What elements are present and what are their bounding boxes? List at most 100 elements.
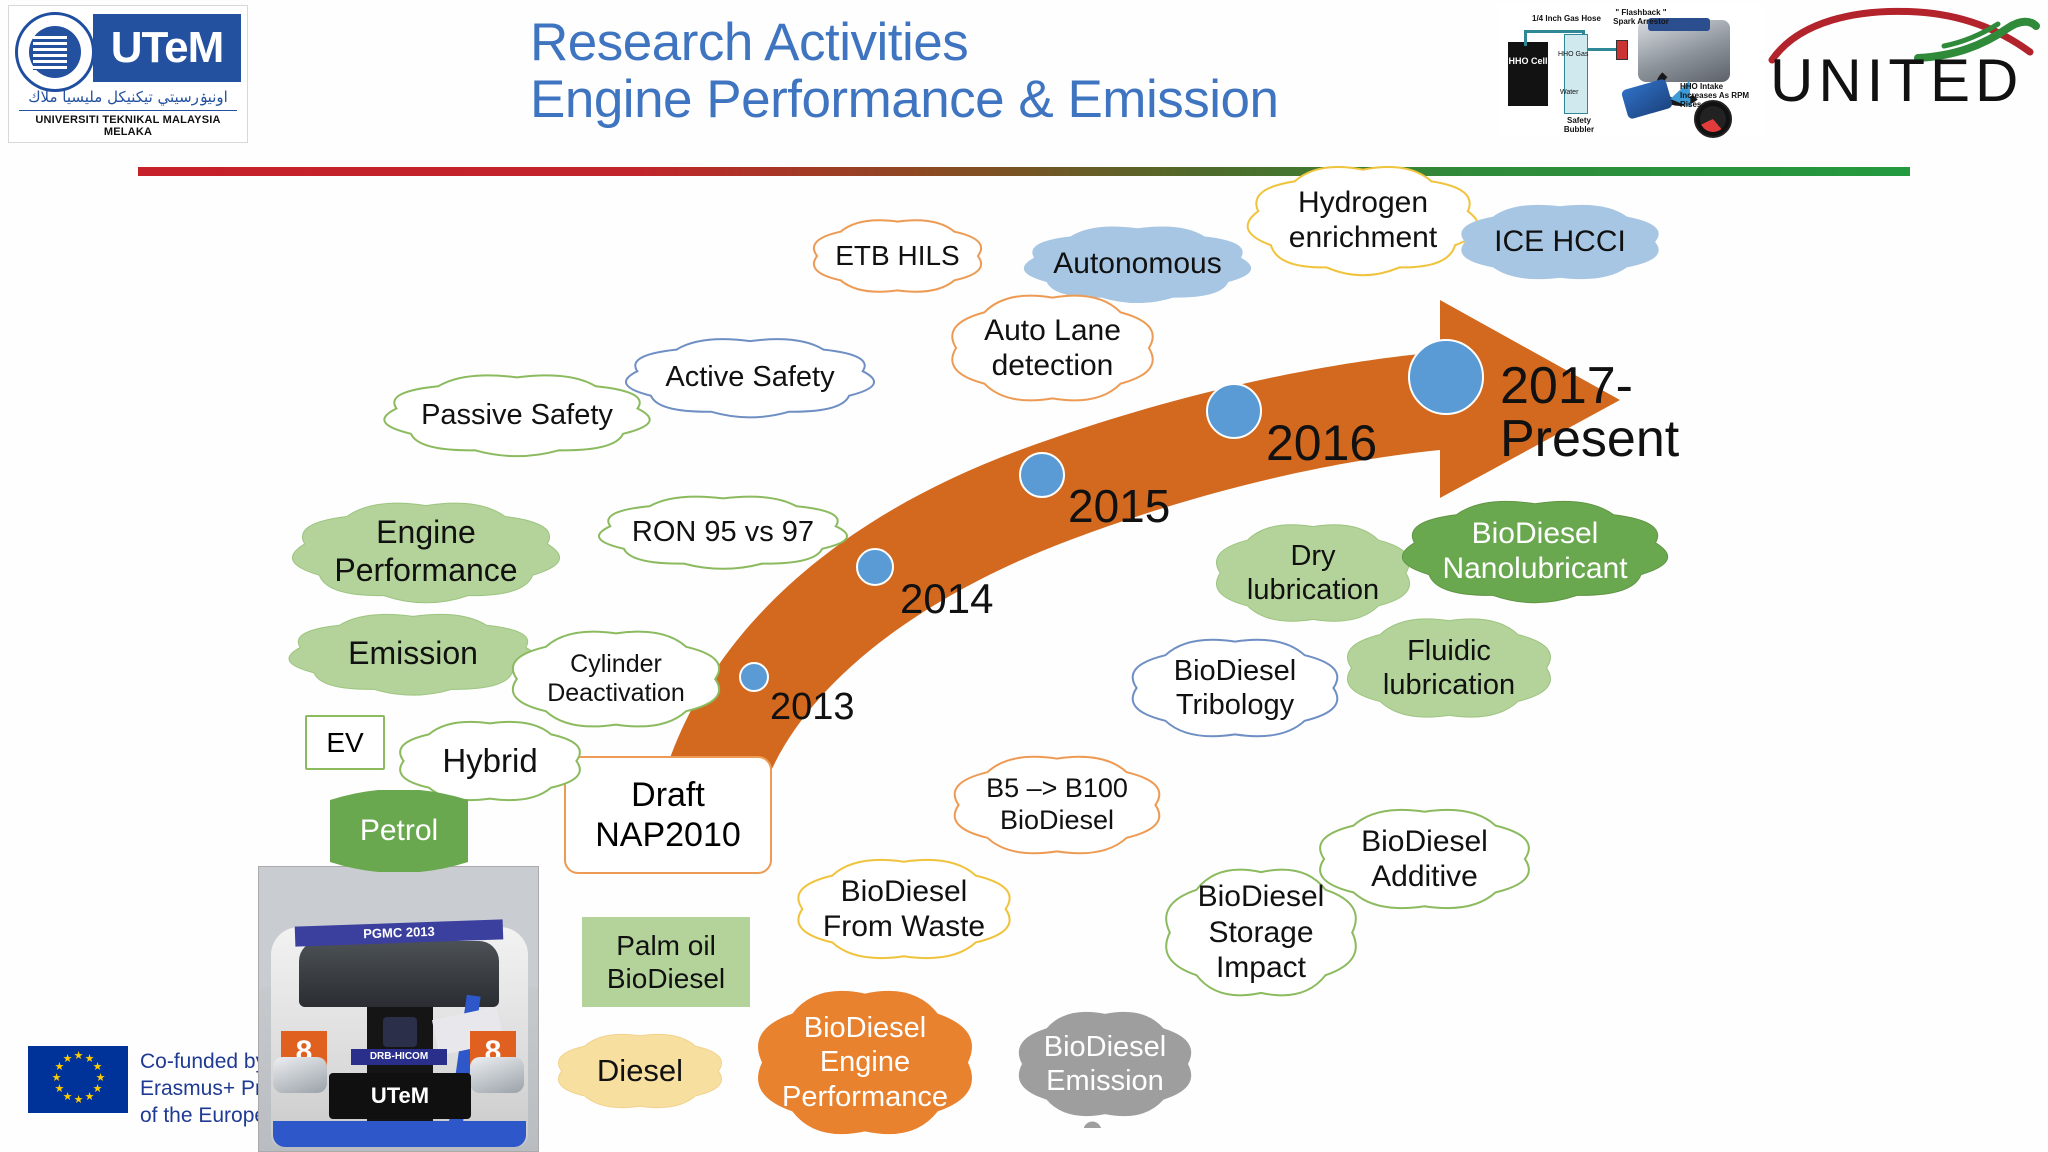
- hho-intake-icon: [1620, 78, 1674, 120]
- node-draft-nap[interactable]: Draft NAP2010: [564, 756, 772, 874]
- node-label: Auto Lane detection: [984, 313, 1121, 382]
- cloud-shape-icon: [1165, 868, 1357, 997]
- node-bd-engine-perf[interactable]: BioDiesel Engine Performance: [735, 975, 995, 1150]
- node-label: EV: [326, 726, 364, 758]
- cloud-shape-icon: [292, 502, 560, 604]
- eu-star-icon: ★: [54, 1083, 65, 1095]
- timeline-year-label: 2015: [1068, 480, 1171, 532]
- node-palm-oil[interactable]: Palm oil BioDiesel: [582, 917, 750, 1007]
- eu-star-icon: ★: [73, 1094, 84, 1106]
- timeline-dot-2017-Present: [1408, 339, 1484, 415]
- utem-logo: UTeM اونيۏرسيتي تيكنيكل مليسيا ملاك UNIV…: [8, 5, 248, 143]
- node-label: BioDiesel Additive: [1361, 824, 1488, 893]
- node-label: Hydrogen enrichment: [1288, 185, 1438, 254]
- node-hydrogen[interactable]: Hydrogen enrichment: [1228, 155, 1498, 285]
- eu-flag-icon: ★ ★ ★ ★ ★ ★ ★ ★ ★ ★ ★ ★: [28, 1046, 128, 1113]
- car-photo: PGMC 2013 DRB-HICOM 8 8 UTeM: [258, 866, 539, 1152]
- hho-label-water: Water: [1560, 89, 1579, 96]
- node-label: Cylinder Deactivation: [547, 649, 685, 708]
- node-label: BioDiesel Emission: [1043, 1030, 1167, 1097]
- node-diesel[interactable]: Diesel: [540, 1025, 740, 1117]
- node-biodiesel-nano[interactable]: BioDiesel Nanolubricant: [1380, 490, 1690, 612]
- timeline-year-label: 2017- Present: [1500, 357, 1680, 469]
- utem-jawi-text: اونيۏرسيتي تيكنيكل مليسيا ملاك: [28, 88, 228, 106]
- eu-star-icon: ★: [62, 1052, 73, 1065]
- cloud-shape-icon: [1319, 808, 1530, 910]
- cloud-shape-icon: [1246, 166, 1480, 277]
- node-label: Draft NAP2010: [595, 775, 741, 854]
- eu-star-icon: ★: [84, 1091, 95, 1104]
- hho-label-bubbler: Safety Bubbler: [1563, 116, 1595, 134]
- cloud-shape-icon: [558, 1033, 722, 1109]
- timeline-year-label: 2016: [1266, 415, 1378, 471]
- car-headlamp-icon: [273, 1057, 327, 1093]
- timeline-dot-2015: [1019, 452, 1065, 498]
- hho-label-intake: HHO Intake Increases As RPM Rises: [1680, 82, 1750, 109]
- eu-star-icon: ★: [54, 1061, 65, 1073]
- node-bd-storage[interactable]: BioDiesel Storage Impact: [1145, 855, 1377, 1010]
- node-biodiesel-trib[interactable]: BioDiesel Tribology: [1110, 628, 1360, 748]
- hho-spark-arrestor-icon: [1616, 40, 1628, 60]
- node-ice-hcci[interactable]: ICE HCCI: [1440, 196, 1680, 288]
- node-dry-lub[interactable]: Dry lubrication: [1195, 513, 1431, 633]
- node-b5-b100[interactable]: B5 –> B100 BioDiesel: [932, 745, 1182, 865]
- node-bd-additive[interactable]: BioDiesel Additive: [1297, 798, 1552, 920]
- cloud-shape-icon: [1018, 1011, 1192, 1128]
- node-label: Palm oil BioDiesel: [606, 929, 726, 994]
- node-ev[interactable]: EV: [305, 715, 385, 770]
- eu-star-icon: ★: [51, 1072, 62, 1084]
- hho-engine-diagram: HHO Cell 1/4 Inch Gas Hose " Flashback "…: [1498, 4, 1763, 138]
- node-label: BioDiesel Engine Performance: [781, 1012, 948, 1113]
- node-hybrid[interactable]: Hybrid: [380, 712, 600, 810]
- node-passive-safety[interactable]: Passive Safety: [362, 366, 672, 464]
- node-label: RON 95 vs 97: [631, 515, 815, 548]
- united-wordmark: UNITED: [1770, 47, 2024, 114]
- car-grille-text: UTeM: [370, 1083, 430, 1108]
- timeline-dot-2016: [1206, 383, 1262, 439]
- hho-pipe-icon: [1584, 48, 1620, 51]
- car-sponsor-decal: DRB-HICOM: [351, 1049, 447, 1065]
- node-bd-from-waste[interactable]: BioDiesel From Waste: [775, 848, 1033, 970]
- cloud-shape-icon: [399, 720, 581, 802]
- timeline-year-label: 2013: [770, 686, 855, 728]
- car-headlamp-icon: [470, 1057, 524, 1093]
- node-emission[interactable]: Emission: [268, 605, 558, 703]
- node-label: Hybrid: [442, 741, 538, 779]
- hho-label-gas: HHO Gas: [1558, 51, 1589, 58]
- node-autonomous[interactable]: Autonomous: [1005, 218, 1270, 310]
- eu-star-icon: ★: [95, 1072, 106, 1084]
- hho-label-hose: 1/4 Inch Gas Hose: [1532, 14, 1601, 23]
- node-auto-lane[interactable]: Auto Lane detection: [930, 283, 1175, 413]
- node-active-safety[interactable]: Active Safety: [605, 330, 895, 425]
- eu-star-icon: ★: [92, 1083, 103, 1095]
- node-label: Engine Performance: [334, 514, 518, 588]
- node-ron[interactable]: RON 95 vs 97: [578, 488, 868, 576]
- node-label: BioDiesel Tribology: [1173, 654, 1297, 721]
- banner-shape-icon: [330, 790, 468, 872]
- cloud-shape-icon: [1461, 204, 1659, 280]
- united-logo: UNITED: [1768, 6, 2040, 126]
- node-label: Emission: [348, 635, 478, 672]
- node-label: BioDiesel Nanolubricant: [1442, 516, 1628, 585]
- node-fluidic-lub[interactable]: Fluidic lubrication: [1325, 607, 1573, 729]
- utem-wordmark: UTeM: [93, 14, 241, 82]
- car-bumper: [273, 1121, 526, 1147]
- car-grille: UTeM: [329, 1073, 471, 1119]
- node-label: Active Safety: [665, 361, 835, 394]
- node-petrol[interactable]: Petrol: [330, 790, 468, 872]
- node-bd-emission[interactable]: BioDiesel Emission: [1000, 1000, 1210, 1128]
- utem-divider: [19, 110, 237, 111]
- page-title-line2: Engine Performance & Emission: [530, 70, 1279, 130]
- page-title: Research Activities Engine Performance &…: [530, 13, 1430, 130]
- utem-crest-bars-icon: [33, 36, 67, 70]
- node-label: Petrol: [359, 814, 439, 848]
- node-engine-perf[interactable]: Engine Performance: [270, 492, 582, 612]
- node-cyl-deact[interactable]: Cylinder Deactivation: [490, 620, 742, 738]
- hho-bubbler-icon: [1564, 34, 1588, 114]
- page-title-line1: Research Activities: [530, 13, 969, 72]
- node-etb-hils[interactable]: ETB HILS: [795, 211, 1000, 301]
- eu-star-icon: ★: [62, 1091, 73, 1104]
- cloud-shape-icon: [383, 374, 651, 458]
- hho-cell-icon: HHO Cell: [1508, 42, 1548, 106]
